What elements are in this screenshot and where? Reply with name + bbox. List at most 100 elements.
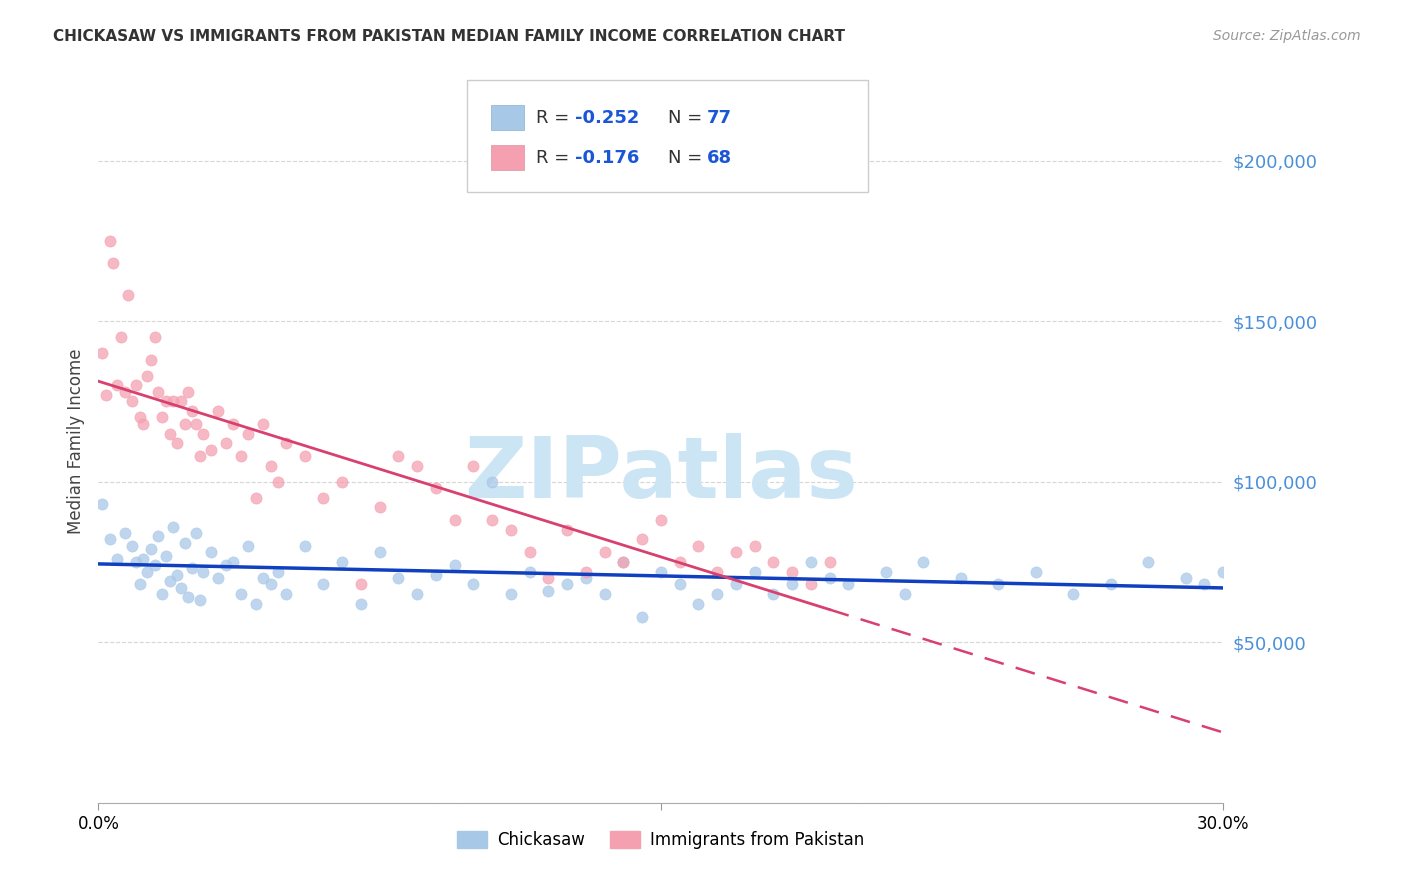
Point: [114, 526, 136, 541]
Text: ZIPatlas: ZIPatlas: [464, 433, 858, 516]
Point: [162, 394, 184, 409]
Point: [193, 565, 215, 579]
Point: [463, 458, 485, 473]
Text: R =: R =: [536, 149, 575, 167]
Point: [252, 571, 274, 585]
Point: [481, 475, 503, 489]
Point: [103, 256, 125, 270]
Point: [425, 481, 447, 495]
Point: [132, 417, 155, 431]
Point: [94, 388, 117, 402]
Point: [188, 593, 211, 607]
Point: [294, 539, 316, 553]
Text: CHICKASAW VS IMMIGRANTS FROM PAKISTAN MEDIAN FAMILY INCOME CORRELATION CHART: CHICKASAW VS IMMIGRANTS FROM PAKISTAN ME…: [53, 29, 845, 44]
Text: 77: 77: [707, 109, 733, 127]
Point: [688, 539, 710, 553]
Point: [148, 529, 170, 543]
Point: [193, 426, 215, 441]
Point: [132, 551, 155, 566]
Point: [555, 523, 578, 537]
Point: [893, 587, 915, 601]
Point: [463, 577, 485, 591]
Text: -0.176: -0.176: [575, 149, 640, 167]
Point: [121, 394, 143, 409]
Point: [1137, 555, 1160, 569]
Point: [780, 565, 803, 579]
Point: [406, 587, 429, 601]
Point: [155, 394, 177, 409]
Point: [519, 565, 541, 579]
Point: [188, 449, 211, 463]
Point: [387, 449, 409, 463]
Point: [184, 417, 207, 431]
Point: [274, 436, 297, 450]
Point: [593, 587, 616, 601]
Point: [949, 571, 972, 585]
Point: [443, 558, 465, 573]
Point: [238, 539, 260, 553]
Point: [200, 442, 222, 457]
Point: [631, 533, 654, 547]
Point: [121, 539, 143, 553]
Point: [706, 565, 728, 579]
Point: [350, 597, 373, 611]
Point: [800, 555, 823, 569]
Point: [267, 475, 290, 489]
Point: [706, 587, 728, 601]
Point: [744, 565, 766, 579]
Point: [744, 539, 766, 553]
Point: [274, 587, 297, 601]
Point: [238, 426, 260, 441]
Point: [260, 458, 283, 473]
Point: [181, 561, 204, 575]
Point: [724, 545, 747, 559]
Point: [173, 535, 195, 549]
Point: [650, 513, 672, 527]
Point: [143, 558, 166, 573]
Point: [128, 577, 150, 591]
Point: [114, 384, 136, 399]
Point: [650, 565, 672, 579]
Legend: Chickasaw, Immigrants from Pakistan: Chickasaw, Immigrants from Pakistan: [450, 824, 872, 856]
Point: [143, 330, 166, 344]
Point: [222, 417, 245, 431]
Point: [818, 571, 841, 585]
Point: [245, 491, 267, 505]
Point: [125, 378, 148, 392]
Point: [181, 404, 204, 418]
Point: [912, 555, 935, 569]
Point: [875, 565, 897, 579]
Point: [631, 609, 654, 624]
Text: R =: R =: [536, 109, 575, 127]
Point: [1025, 565, 1047, 579]
Point: [245, 597, 267, 611]
Point: [294, 449, 316, 463]
Point: [668, 555, 690, 569]
Point: [1062, 587, 1084, 601]
Point: [207, 571, 229, 585]
Point: [780, 577, 803, 591]
Point: [159, 574, 181, 589]
Point: [575, 565, 598, 579]
Point: [537, 583, 560, 598]
Point: [91, 497, 114, 511]
Point: [155, 549, 177, 563]
Point: [162, 519, 184, 533]
Point: [184, 526, 207, 541]
Point: [481, 513, 503, 527]
Point: [267, 565, 290, 579]
Point: [91, 346, 114, 360]
Point: [368, 500, 391, 515]
Point: [98, 533, 121, 547]
Point: [1194, 577, 1216, 591]
Point: [229, 449, 252, 463]
Point: [593, 545, 616, 559]
Point: [105, 378, 128, 392]
Point: [170, 394, 193, 409]
Text: N =: N =: [668, 149, 707, 167]
Point: [136, 368, 159, 383]
Point: [260, 577, 283, 591]
Point: [499, 587, 522, 601]
Point: [537, 571, 560, 585]
Point: [1212, 565, 1234, 579]
